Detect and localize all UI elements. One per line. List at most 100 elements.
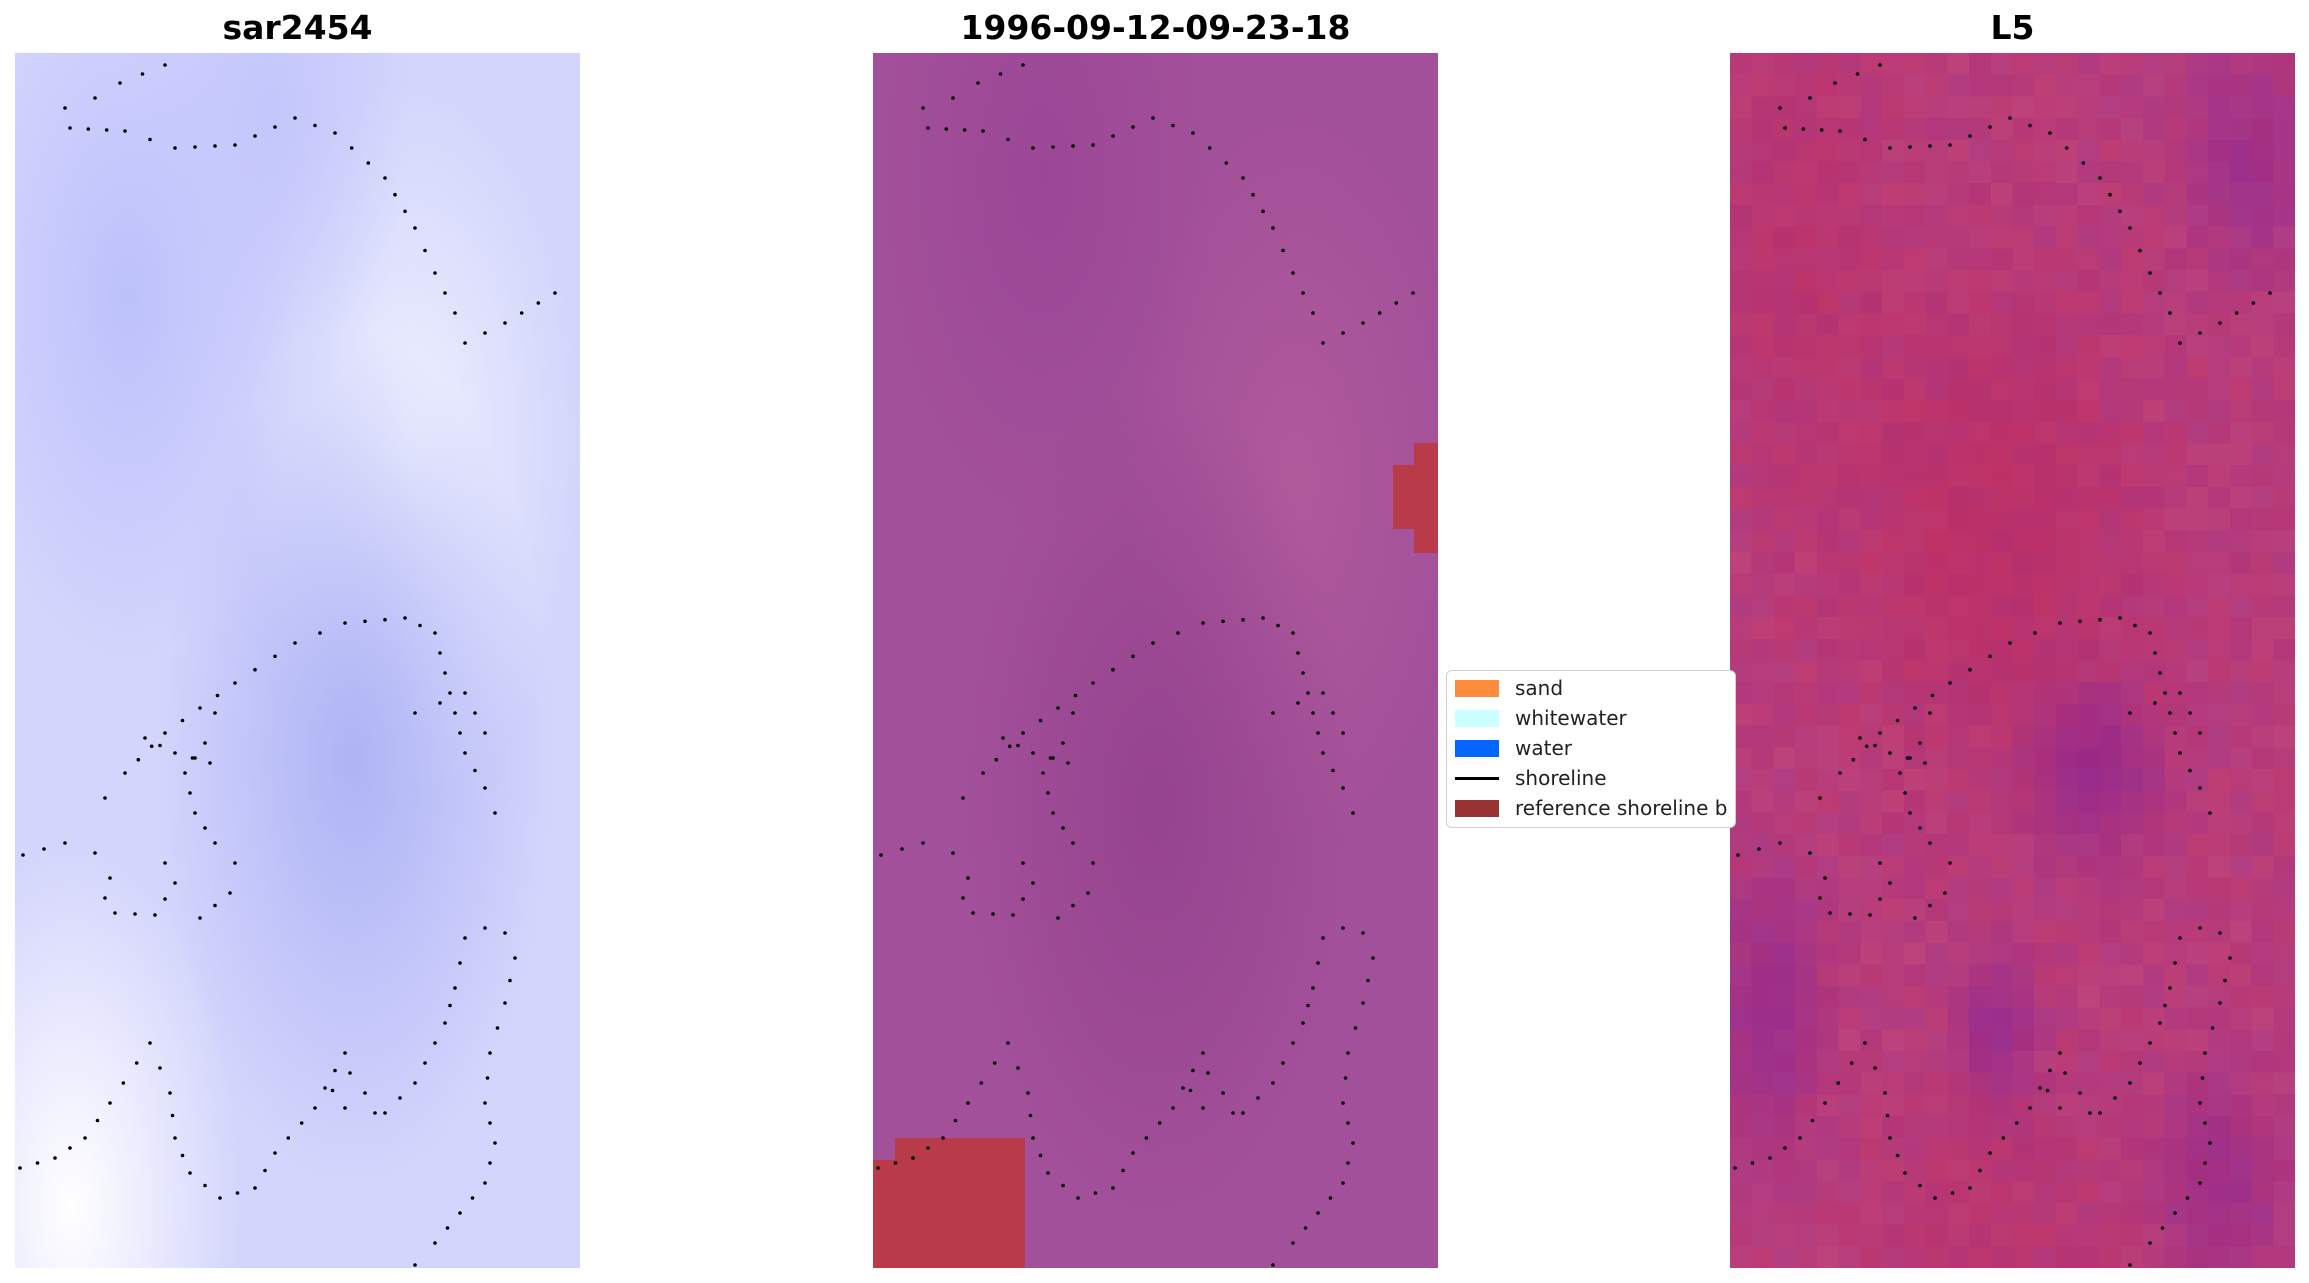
shoreline-dot: [1346, 1121, 1350, 1125]
shoreline-dot: [1411, 291, 1415, 295]
shoreline-dot: [108, 876, 112, 880]
sar-image: [15, 53, 580, 1268]
shoreline-dot: [170, 1113, 175, 1118]
shoreline-dot: [1061, 741, 1065, 745]
shoreline-dot: [2028, 1106, 2032, 1110]
shoreline-dot: [448, 1003, 452, 1008]
shoreline-dot: [1171, 1106, 1175, 1110]
shoreline-dot: [1241, 617, 1245, 622]
shoreline-dot: [173, 146, 177, 150]
shoreline-dot: [1873, 1066, 1877, 1070]
shoreline-dot: [173, 1136, 177, 1140]
shoreline-dot: [1851, 757, 1856, 762]
shoreline-dot: [2133, 623, 2137, 628]
shoreline-dot: [2268, 291, 2272, 295]
shoreline-dot: [2033, 631, 2037, 635]
shoreline-dot: [1757, 847, 1761, 851]
shoreline-dot: [2128, 711, 2132, 715]
shoreline-dot: [318, 631, 322, 635]
shoreline-dot: [383, 1111, 387, 1115]
shoreline-dot: [140, 72, 145, 76]
shoreline-dot: [1321, 341, 1325, 345]
shoreline-dot: [1823, 876, 1827, 880]
shoreline-dot: [966, 1101, 970, 1105]
shoreline-dot: [1361, 1001, 1365, 1005]
shoreline-dot: [1873, 743, 1877, 748]
shoreline-dot: [233, 861, 237, 865]
shoreline-dot: [343, 1106, 347, 1110]
shoreline-dot: [1051, 756, 1055, 760]
shoreline-dot: [1048, 756, 1053, 760]
shoreline-dot: [1848, 912, 1852, 916]
shoreline-dot: [35, 1161, 40, 1165]
shoreline-dot: [1144, 1136, 1149, 1140]
shoreline-dot: [458, 731, 462, 735]
shoreline-dot: [18, 1166, 22, 1170]
shoreline-dot: [1201, 621, 1205, 625]
shoreline-dot: [1878, 897, 1882, 901]
shoreline-dot: [2234, 311, 2239, 315]
shoreline-dot: [473, 768, 477, 773]
shoreline-dot: [926, 126, 930, 130]
shoreline-dot: [971, 911, 975, 915]
shoreline-dot: [921, 841, 925, 845]
shoreline-dot: [1928, 711, 1932, 715]
classified-image: [873, 53, 1438, 1268]
shoreline-dot: [163, 897, 167, 901]
shoreline-dot: [1858, 736, 1862, 740]
shoreline-dot: [1798, 1136, 1802, 1140]
shoreline-dot: [2078, 619, 2082, 624]
shoreline-dot: [1316, 1211, 1320, 1215]
shoreline-dot: [1908, 145, 1912, 149]
shoreline-dot: [208, 761, 212, 765]
shoreline-dot: [2058, 1106, 2062, 1110]
shoreline-dot: [1231, 1111, 1235, 1115]
reference-shoreline-buffer: [873, 443, 1438, 1268]
shoreline-dot: [2118, 209, 2122, 214]
shoreline-dot: [1111, 1186, 1115, 1190]
shoreline-dots: [876, 63, 1415, 1267]
shoreline-dot: [2064, 146, 2069, 150]
shoreline-dot: [158, 743, 162, 748]
shoreline-dot: [1341, 1101, 1345, 1105]
shoreline-dot: [1031, 751, 1035, 755]
shoreline-dot: [1221, 619, 1225, 624]
shoreline-dot: [503, 1001, 507, 1005]
shoreline-dot: [926, 1146, 930, 1150]
shoreline-dot: [1818, 896, 1822, 900]
shoreline-dot: [488, 1121, 492, 1125]
shoreline-dot: [1031, 881, 1035, 885]
shoreline-dot: [2178, 936, 2182, 940]
shoreline-dot: [118, 81, 122, 85]
shoreline-dot: [2173, 731, 2177, 735]
shoreline-dot: [961, 796, 965, 800]
shoreline-dot: [1046, 1171, 1050, 1175]
shoreline-dot: [1291, 1041, 1295, 1045]
shoreline-dot: [333, 1068, 337, 1073]
shoreline-dot: [445, 1226, 450, 1230]
shoreline-dot: [1311, 986, 1315, 990]
shoreline-dot: [1903, 791, 1907, 795]
shoreline-dot: [148, 1041, 152, 1045]
shoreline-dot: [2173, 1211, 2177, 1215]
shoreline-dot: [293, 641, 297, 645]
shoreline-dot: [2178, 341, 2182, 345]
shoreline-dot: [213, 841, 217, 845]
shoreline-dot: [483, 786, 487, 790]
shoreline-dot: [2058, 621, 2062, 625]
shoreline-dot: [173, 881, 177, 885]
shoreline-dot: [104, 128, 109, 132]
shoreline-dot: [1328, 1196, 1333, 1200]
shoreline-dot: [1016, 743, 1020, 748]
shoreline-dot: [163, 861, 167, 865]
shoreline-dot: [323, 1086, 327, 1090]
shoreline-dot: [485, 1076, 490, 1080]
shoreline-dot: [2158, 291, 2162, 295]
shoreline-dot: [2088, 1111, 2092, 1115]
shoreline-dot: [1021, 731, 1025, 735]
shoreline-dot: [215, 693, 220, 698]
shoreline-dot: [1808, 96, 1812, 100]
shoreline-dot: [1895, 1153, 1900, 1158]
shoreline-dot: [1201, 1051, 1205, 1055]
shoreline-dot: [113, 911, 117, 915]
